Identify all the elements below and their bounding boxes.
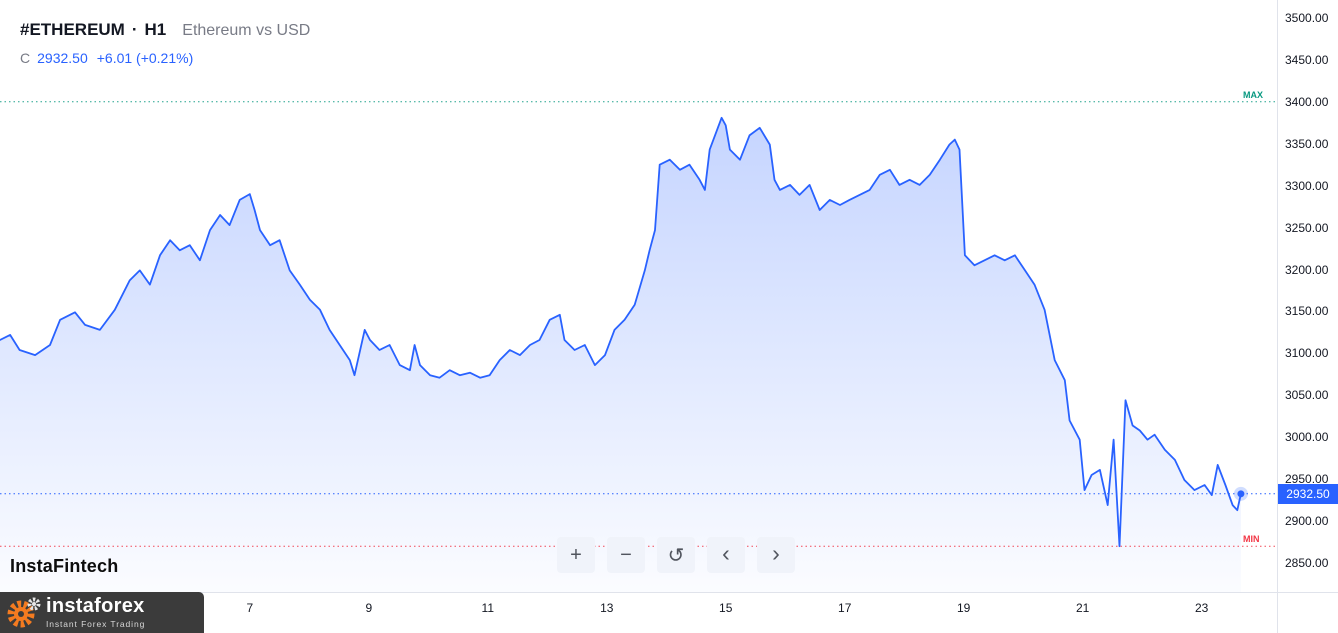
reset-view-icon[interactable]: ↺ (657, 537, 695, 573)
symbol-description: Ethereum vs USD (182, 22, 311, 39)
chart-toolbar: + − ↺ ‹ › (557, 537, 795, 573)
price-axis-label: 3500.00 (1285, 11, 1329, 25)
price-axis-label: 3000.00 (1285, 430, 1329, 445)
instaforex-logo: instaforex Instant Forex Trading (0, 592, 204, 633)
time-axis-label: 23 (1194, 601, 1209, 615)
time-axis-label: 17 (838, 601, 852, 615)
last-price-dot (1237, 490, 1245, 498)
instaforex-logo-text: instaforex Instant Forex Trading (46, 596, 145, 629)
zoom-in-button[interactable]: + (557, 537, 595, 573)
instaforex-tagline: Instant Forex Trading (46, 619, 146, 629)
time-axis-label: 21 (1075, 601, 1090, 615)
legend: #ETHEREUM · H1 Ethereum vs USD C 2932.50… (10, 12, 327, 76)
max-level-label: MAX (1243, 90, 1263, 100)
price-axis-label: 2900.00 (1285, 514, 1329, 529)
pan-left-button[interactable]: ‹ (707, 537, 745, 573)
price-axis-label: 3050.00 (1285, 388, 1329, 403)
price-axis-label: 3100.00 (1285, 346, 1329, 361)
price-axis-label: 3350.00 (1285, 136, 1329, 151)
price-axis-label: 3400.00 (1285, 94, 1329, 109)
instaforex-gear-icon (7, 597, 41, 627)
symbol-name[interactable]: #ETHEREUM (20, 20, 125, 39)
time-axis-label: 11 (481, 601, 495, 615)
current-price-badge: 2932.50 (1278, 483, 1338, 504)
price-axis-label: 3200.00 (1285, 262, 1329, 277)
time-axis-label: 15 (719, 601, 733, 615)
price-axis-label: 3450.00 (1285, 52, 1329, 67)
watermark: InstaFintech (10, 556, 119, 576)
last-price: 2932.50 (37, 50, 88, 66)
price-line (0, 116, 1242, 548)
time-axis-label: 19 (957, 601, 971, 615)
price-axis[interactable]: 2932.50 3500.00 3450.00 3400.00 3350.00 3300… (1278, 0, 1338, 592)
area-fill (0, 117, 1241, 593)
price-axis-label: 2850.00 (1285, 556, 1329, 570)
price-change: +6.01 (+0.21%) (96, 50, 194, 66)
price-axis-label: 3150.00 (1285, 304, 1329, 319)
price-axis-label: 2950.00 (1285, 472, 1329, 487)
zoom-out-button[interactable]: − (607, 537, 645, 573)
interval-label[interactable]: H1 (144, 20, 167, 39)
symbol-separator: · (131, 20, 138, 39)
time-axis[interactable]: 7 9 11 13 15 17 19 21 23 (0, 593, 1338, 633)
time-axis-label: 13 (600, 601, 614, 615)
price-axis-label: 3250.00 (1285, 220, 1329, 235)
time-axis-label: 7 (246, 601, 254, 615)
instaforex-brand: instaforex (46, 595, 145, 617)
min-level-label: MIN (1243, 534, 1260, 544)
legend-title-row: #ETHEREUM · H1 Ethereum vs USD (20, 20, 310, 40)
close-label: C (20, 50, 31, 66)
price-axis-label: 3300.00 (1285, 178, 1329, 193)
time-axis-label: 9 (365, 601, 373, 615)
pan-right-button[interactable]: › (757, 537, 795, 573)
legend-price-row: C 2932.50 +6.01 (+0.21%) (20, 50, 310, 66)
